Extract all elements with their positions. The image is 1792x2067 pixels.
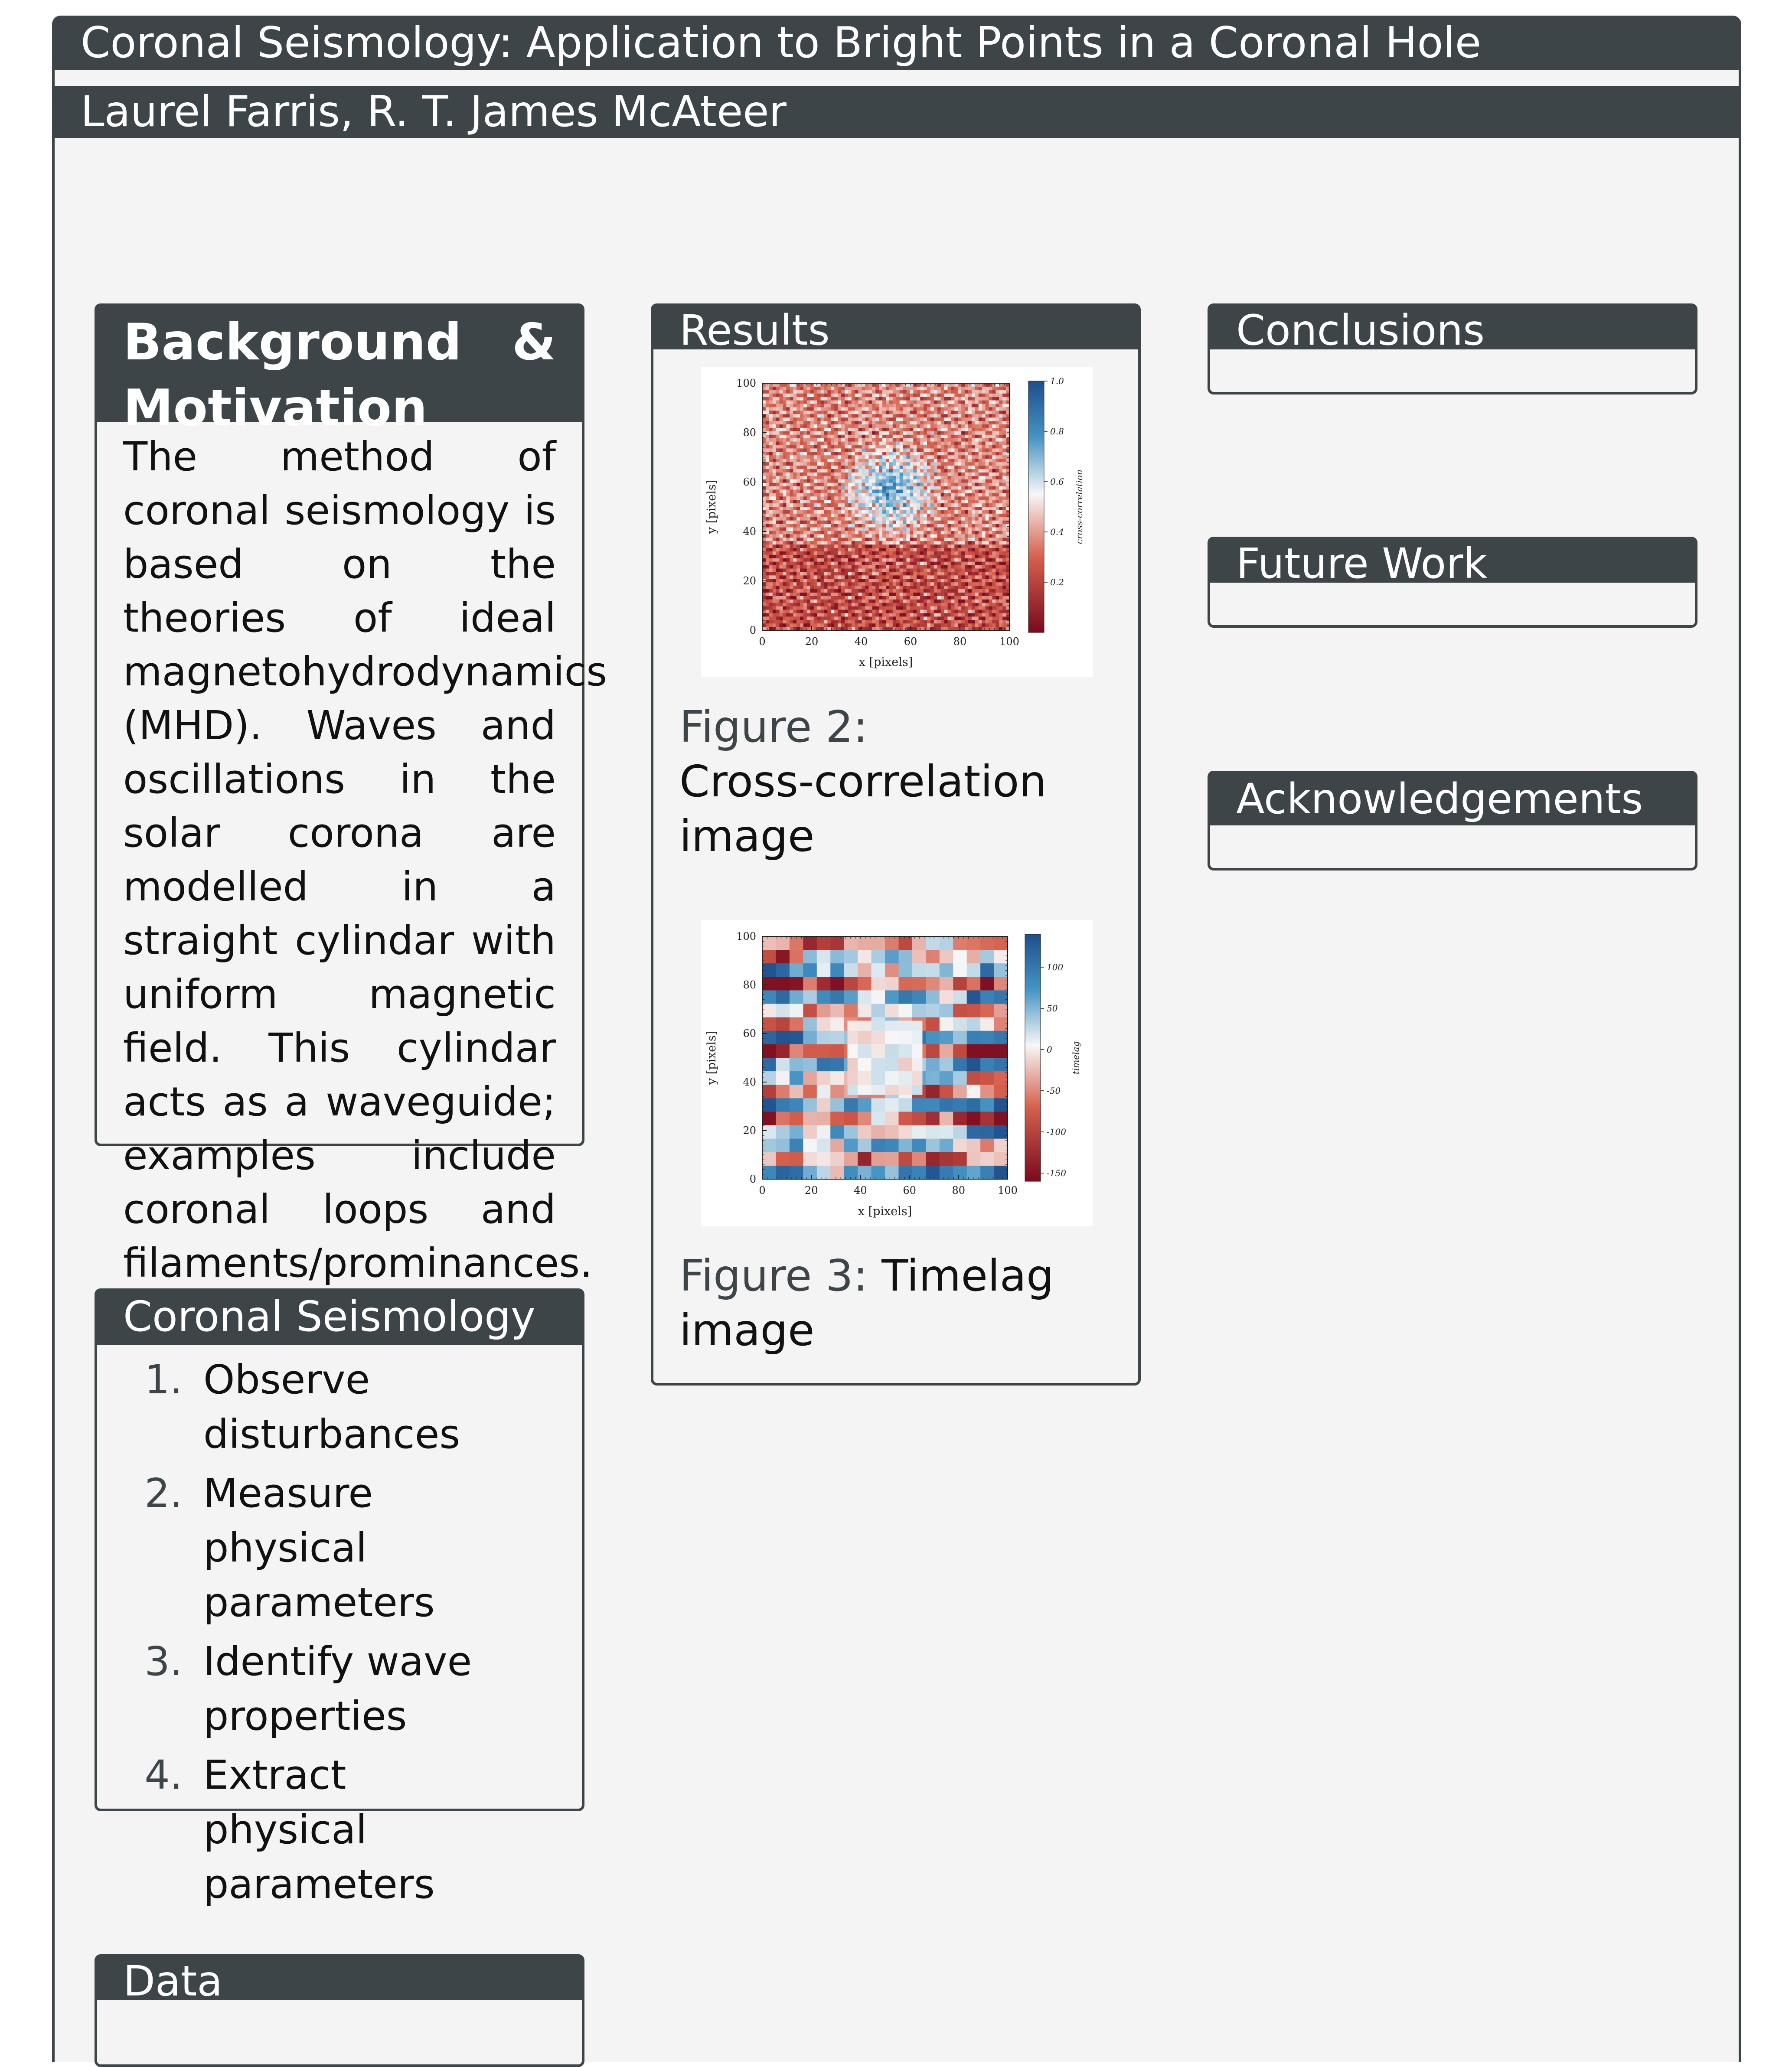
y-tick-label: 20	[743, 1125, 756, 1137]
y-tick-label: 0	[750, 624, 756, 636]
x-tick-label: 60	[903, 1184, 916, 1197]
y-axis-label: y [pixels]	[705, 480, 718, 535]
background-heading: Background & Motivation	[97, 306, 582, 437]
figure-3: 0 20 40 60 80 100 0 20 40 60 80 100 100 50 0 -50 -100 -1…	[701, 920, 1093, 1226]
x-tick-label: 0	[759, 636, 765, 648]
colorbar	[1028, 381, 1045, 633]
step-text: Extract physical parameters	[203, 1752, 435, 1907]
poster-title: Coronal Seismology: Application to Brigh…	[52, 16, 1741, 70]
acknowledgements-block: Acknowledgements	[1208, 771, 1697, 870]
y-tick-label: 100	[736, 377, 756, 389]
results-heading: Results	[653, 306, 1138, 355]
step-number: 4.	[144, 1752, 183, 1798]
step-text: Observe disturbances	[203, 1356, 460, 1457]
list-item: 1. Observe disturbances	[97, 1353, 582, 1462]
figure-2-label: Figure 2:	[679, 701, 868, 752]
colorbar-tick-label: 50	[1047, 1003, 1058, 1014]
acknowledgements-heading: Acknowledgements	[1210, 773, 1695, 825]
y-axis-label: y [pixels]	[705, 1031, 718, 1086]
x-tick-label: 60	[904, 636, 917, 648]
x-tick-label: 0	[759, 1184, 765, 1197]
seismology-block: Coronal Seismology 1. Observe disturbance…	[95, 1288, 584, 1907]
y-tick-label: 60	[743, 1027, 756, 1040]
step-text: Measure physical parameters	[203, 1470, 435, 1626]
colorbar-tick-label: 0.4	[1050, 527, 1064, 537]
y-tick-label: 80	[743, 427, 756, 439]
y-tick-label: 40	[743, 1076, 756, 1088]
x-tick-label: 40	[855, 636, 868, 648]
colorbar	[1025, 934, 1041, 1182]
x-tick-label: 80	[952, 1184, 966, 1197]
figure-3-label: Figure 3:	[679, 1250, 868, 1301]
step-number: 2.	[144, 1470, 183, 1516]
x-tick-label: 20	[805, 636, 819, 648]
step-number: 3.	[144, 1638, 183, 1685]
seismology-heading: Coronal Seismology	[97, 1291, 582, 1345]
colorbar-tick-label: 100	[1047, 962, 1063, 972]
figure-3-text: Timelag image	[679, 1250, 1054, 1356]
data-heading: Data	[97, 1957, 582, 2005]
future-work-block: Future Work	[1208, 537, 1697, 628]
colorbar-tick-label: 0.6	[1050, 476, 1064, 487]
figure-2: 0 20 40 60 80 100 0 20 40 60 80 100 1.0 0.8 0.6 0.4 0.2…	[701, 367, 1093, 677]
y-tick-label: 40	[743, 525, 756, 538]
x-tick-label: 80	[953, 636, 967, 648]
colorbar-tick-label: 0.2	[1050, 577, 1064, 587]
heatmap-cells	[762, 936, 1008, 1180]
y-tick-label: 0	[750, 1173, 756, 1185]
conclusions-heading: Conclusions	[1210, 306, 1695, 355]
list-item: 2. Measure physical parameters	[97, 1466, 582, 1630]
colorbar-tick-label: 0	[1047, 1044, 1052, 1055]
background-block: Background & Motivation The method of co…	[95, 303, 607, 1286]
data-block: Data	[95, 1954, 584, 2067]
x-tick-label: 20	[805, 1184, 818, 1197]
figure-2-text: Cross-correlation image	[679, 756, 1047, 861]
colorbar-tick-label: 1.0	[1050, 376, 1064, 386]
step-text: Identify wave properties	[203, 1638, 472, 1739]
y-tick-label: 100	[736, 930, 756, 942]
y-tick-label: 80	[743, 979, 756, 991]
colorbar-label: cross-correlation	[1074, 469, 1084, 544]
timelag-chart: 0 20 40 60 80 100 0 20 40 60 80 100 100 50 0 -50 -100 -1…	[705, 930, 1081, 1218]
x-axis-label: x [pixels]	[859, 655, 913, 669]
figure-2-caption: Figure 2: Cross-correlation image	[679, 700, 1113, 864]
colorbar-tick-label: -50	[1047, 1086, 1061, 1096]
figure-3-caption: Figure 3: Timelag image	[679, 1249, 1113, 1358]
list-item: 4. Extract physical parameters	[97, 1748, 582, 1912]
cross-correlation-chart: 0 20 40 60 80 100 0 20 40 60 80 100 1.0 0.8 0.6 0.4 0.2…	[705, 376, 1084, 669]
conclusions-block: Conclusions	[1208, 303, 1697, 394]
step-number: 1.	[144, 1356, 183, 1403]
seismology-steps: 1. Observe disturbances 2. Measure physica…	[97, 1345, 582, 1912]
background-text: The method of coronal seismology is base…	[123, 434, 607, 1286]
heatmap-cells	[762, 383, 1010, 631]
x-tick-label: 40	[854, 1184, 867, 1197]
y-tick-label: 20	[743, 575, 756, 587]
colorbar-tick-label: -100	[1047, 1127, 1066, 1137]
y-tick-label: 60	[743, 476, 756, 488]
x-axis-label: x [pixels]	[858, 1205, 912, 1218]
colorbar-tick-label: -150	[1047, 1168, 1066, 1178]
x-tick-label: 100	[999, 636, 1019, 648]
colorbar-label: timelag	[1071, 1041, 1081, 1074]
future-work-heading: Future Work	[1210, 539, 1695, 588]
x-tick-label: 100	[998, 1184, 1018, 1197]
colorbar-tick-label: 0.8	[1050, 426, 1064, 437]
list-item: 3. Identify wave properties	[97, 1634, 582, 1744]
poster-authors: Laurel Farris, R. T. James McAteer	[52, 86, 1741, 138]
